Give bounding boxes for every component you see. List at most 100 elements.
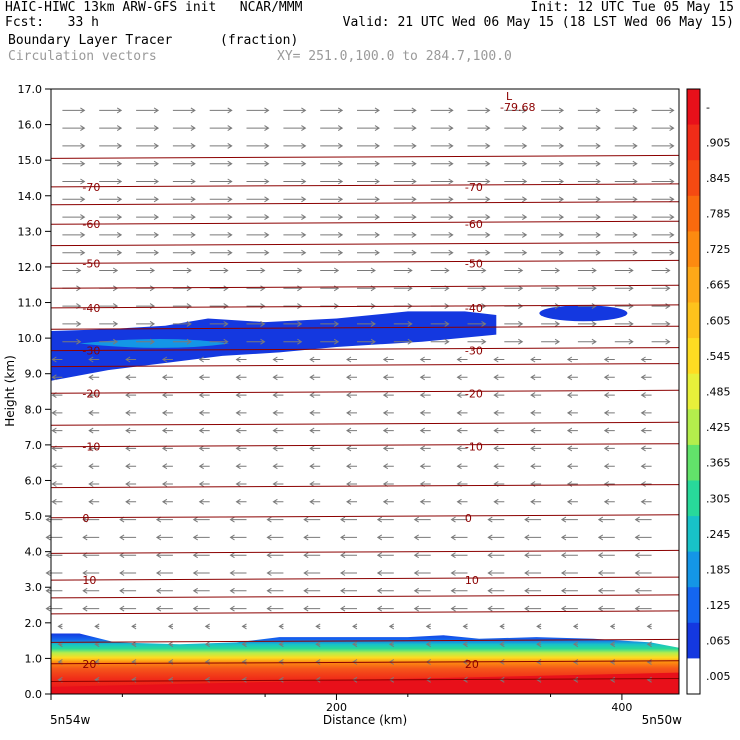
- wind-vector: [136, 214, 160, 221]
- wind-vector: [62, 267, 82, 274]
- wind-vector: [62, 196, 86, 203]
- wind-vector: [340, 570, 357, 576]
- y-tick-label: 4.0: [25, 546, 43, 559]
- wind-vector: [357, 196, 380, 203]
- wind-vector: [634, 534, 652, 541]
- wind-vector: [413, 570, 431, 576]
- wind-vector: [566, 427, 578, 434]
- wind-vector: [504, 125, 528, 132]
- wind-vector: [346, 427, 357, 434]
- temperature-contour-line: [50, 389, 680, 394]
- wind-vector: [266, 587, 284, 594]
- temperature-contour-line: [50, 154, 680, 159]
- wind-vector: [82, 534, 100, 541]
- wind-vector: [504, 107, 528, 114]
- wind-vector: [88, 498, 100, 505]
- wind-vector: [467, 160, 491, 167]
- colorbar-label: .905: [706, 136, 731, 149]
- y-tick-label: 2.0: [25, 617, 43, 630]
- wind-vector: [640, 409, 652, 416]
- wind-vector: [272, 374, 284, 381]
- wind-vector: [393, 214, 417, 221]
- wind-vector: [51, 356, 63, 363]
- wind-vector: [450, 516, 468, 523]
- wind-vector: [198, 498, 210, 505]
- temperature-contour-line: [50, 347, 680, 352]
- wind-vector: [320, 267, 340, 274]
- wind-vector: [246, 338, 266, 345]
- wind-vector: [161, 374, 173, 381]
- wind-vector: [283, 249, 307, 256]
- y-tick-label: 10.0: [18, 332, 43, 345]
- wind-vector: [634, 552, 652, 559]
- contour-label: -30: [465, 345, 483, 358]
- y-tick-label: 15.0: [18, 154, 43, 167]
- wind-vector: [99, 338, 119, 345]
- wind-vector: [172, 214, 196, 221]
- wind-vector: [229, 587, 247, 594]
- wind-vector: [272, 498, 284, 505]
- wind-vector: [51, 374, 63, 381]
- wind-vector: [99, 320, 119, 327]
- wind-vector: [530, 427, 542, 434]
- wind-vector: [640, 356, 652, 363]
- wind-vector: [172, 125, 196, 132]
- wind-vector: [51, 409, 63, 416]
- wind-vector: [430, 267, 450, 274]
- wind-vector: [467, 267, 487, 274]
- wind-vector: [303, 570, 321, 576]
- wind-vector: [309, 374, 321, 381]
- wind-vector: [192, 534, 210, 541]
- wind-vector: [125, 481, 137, 487]
- wind-vector: [235, 445, 247, 452]
- wind-vector: [272, 409, 284, 416]
- wind-vector: [320, 125, 344, 132]
- wind-vector: [651, 142, 675, 149]
- wind-vector: [283, 320, 303, 327]
- wind-vector: [382, 392, 394, 399]
- wind-vector: [352, 623, 358, 630]
- wind-vector: [493, 427, 505, 434]
- wind-vector: [136, 142, 160, 149]
- wind-vector: [283, 231, 307, 238]
- colorbar-swatch: [687, 658, 700, 695]
- boundary-layer-core: [51, 672, 679, 694]
- wind-vector: [430, 249, 454, 256]
- colorbar-swatch: [687, 516, 700, 553]
- wind-vector: [229, 552, 247, 559]
- wind-vector: [209, 125, 233, 132]
- wind-vector: [357, 160, 380, 167]
- wind-vector: [376, 516, 394, 523]
- wind-vector: [340, 605, 357, 612]
- wind-vector: [566, 409, 578, 416]
- wind-vector: [651, 231, 675, 238]
- wind-vector: [651, 285, 671, 292]
- wind-vector: [541, 196, 565, 203]
- wind-vector: [566, 498, 578, 505]
- wind-vector: [229, 534, 247, 541]
- wind-vector: [467, 338, 487, 345]
- wind-vector: [504, 142, 528, 149]
- wind-vector: [603, 409, 615, 416]
- wind-vector: [646, 659, 652, 665]
- wind-vector: [597, 570, 615, 576]
- wind-vector: [246, 214, 270, 221]
- wind-vector: [577, 249, 601, 256]
- colorbar-label: .425: [706, 421, 731, 434]
- colorbar-label: .005: [706, 670, 731, 683]
- wind-vector: [340, 516, 357, 523]
- wind-vector: [235, 481, 247, 487]
- wind-vector: [419, 374, 431, 381]
- temperature-contour-line: [50, 242, 680, 247]
- wind-vector: [246, 303, 266, 310]
- wind-vector: [309, 427, 321, 434]
- wind-vector: [499, 623, 505, 630]
- wind-vector: [131, 641, 137, 648]
- wind-vector: [577, 160, 601, 167]
- wind-vector: [340, 534, 357, 541]
- wind-vector: [614, 231, 638, 238]
- wind-vector: [283, 178, 307, 185]
- wind-vector: [419, 427, 431, 434]
- wind-vector: [246, 196, 270, 203]
- wind-vector: [51, 481, 63, 487]
